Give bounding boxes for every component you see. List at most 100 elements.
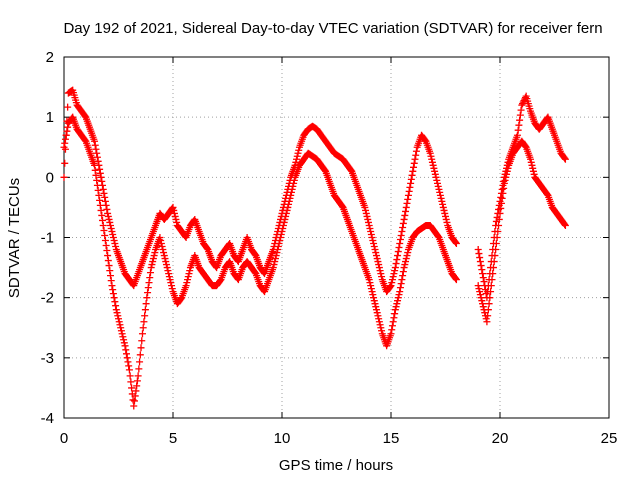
data-point <box>399 268 407 276</box>
data-point <box>441 209 449 217</box>
data-point <box>270 261 278 269</box>
data-point <box>136 351 144 359</box>
data-point <box>81 136 89 144</box>
data-point <box>107 277 115 285</box>
data-point <box>402 255 410 263</box>
data-point <box>394 297 402 305</box>
data-point <box>362 209 370 217</box>
data-point <box>278 227 286 235</box>
data-point <box>386 283 394 291</box>
data-point <box>107 224 115 232</box>
data-point <box>368 234 376 241</box>
data-point <box>479 303 487 311</box>
data-point <box>490 258 498 266</box>
data-point <box>169 203 177 211</box>
data-point <box>410 159 418 167</box>
data-point <box>108 227 116 235</box>
data-point <box>133 382 141 390</box>
data-point <box>378 327 386 335</box>
data-point <box>392 303 400 311</box>
data-point <box>407 179 415 187</box>
data-point <box>366 224 374 232</box>
data-point <box>500 184 508 192</box>
data-point <box>97 206 105 214</box>
data-point <box>394 248 402 256</box>
data-point <box>431 167 439 175</box>
data-point <box>398 227 406 235</box>
data-point <box>528 161 536 169</box>
data-point <box>115 318 123 326</box>
data-point <box>561 154 569 162</box>
data-point <box>402 207 410 215</box>
data-point <box>120 339 128 347</box>
data-point <box>474 282 482 290</box>
data-point <box>391 306 399 314</box>
data-point <box>126 372 134 380</box>
y-tick-label: -3 <box>41 350 54 367</box>
data-point <box>396 236 404 244</box>
data-point <box>396 240 404 248</box>
data-point <box>483 318 491 326</box>
data-point <box>134 372 142 380</box>
data-point <box>442 215 450 223</box>
y-tick-label: 2 <box>46 49 54 66</box>
data-point <box>480 278 488 286</box>
data-point <box>164 267 172 275</box>
data-point <box>96 169 104 177</box>
data-point <box>101 237 109 245</box>
data-point <box>493 234 501 241</box>
data-point <box>399 272 407 280</box>
data-point <box>166 276 174 284</box>
data-point <box>132 387 140 395</box>
data-point <box>184 273 192 281</box>
data-point <box>91 166 99 174</box>
data-point <box>173 218 181 226</box>
data-point <box>366 279 374 287</box>
data-point <box>487 288 495 296</box>
data-point <box>477 294 485 302</box>
data-point <box>290 176 298 184</box>
data-point <box>429 161 437 169</box>
data-point <box>408 171 416 179</box>
data-point <box>62 131 70 139</box>
data-point <box>61 159 69 167</box>
data-point <box>165 270 173 278</box>
data-point <box>426 149 434 157</box>
data-point <box>372 303 380 311</box>
data-point <box>104 209 112 217</box>
data-point <box>100 189 108 197</box>
data-point <box>491 252 499 260</box>
data-point <box>405 187 413 195</box>
data-point <box>109 230 117 238</box>
data-point <box>409 167 417 175</box>
data-point <box>435 185 443 193</box>
data-point <box>404 191 412 199</box>
data-point <box>283 206 291 214</box>
data-point <box>101 193 109 201</box>
data-point <box>404 249 412 257</box>
data-point <box>375 315 383 323</box>
x-tick-label: 10 <box>274 430 291 447</box>
data-point <box>156 234 164 241</box>
data-point <box>163 264 171 272</box>
data-point <box>518 101 526 109</box>
data-point <box>64 103 72 111</box>
data-point <box>115 315 122 323</box>
data-point <box>100 226 108 234</box>
data-point <box>391 267 399 275</box>
data-point <box>406 183 414 191</box>
data-point <box>367 230 375 238</box>
data-point <box>373 255 381 263</box>
x-tick-label: 15 <box>383 430 400 447</box>
data-point <box>110 294 118 302</box>
y-tick-label: -1 <box>41 230 54 247</box>
data-point <box>499 189 507 197</box>
data-point <box>93 149 101 157</box>
data-point <box>107 272 115 280</box>
y-tick-label: -2 <box>41 290 54 307</box>
data-point <box>377 324 385 332</box>
data-point <box>391 264 399 272</box>
data-point <box>182 282 190 290</box>
series-group <box>60 86 460 296</box>
data-point <box>377 270 385 278</box>
